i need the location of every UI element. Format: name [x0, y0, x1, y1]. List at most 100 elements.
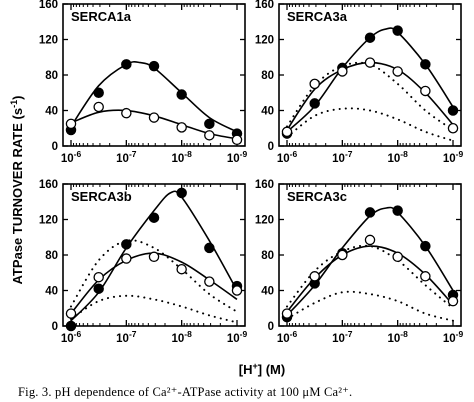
y-tick-label: 120: [39, 35, 58, 47]
data-point-open: [392, 66, 403, 77]
data-point-filled: [148, 212, 160, 223]
data-point-filled: [392, 25, 403, 36]
data-point-open: [148, 251, 160, 263]
data-point-filled: [148, 60, 160, 72]
data-point-open: [65, 118, 77, 130]
y-tick-label: 80: [45, 70, 58, 82]
data-point-filled: [176, 89, 187, 100]
data-point-open: [364, 234, 376, 246]
data-point-open: [281, 308, 293, 319]
x-tick-label: 10-8: [171, 329, 192, 345]
data-point-open: [65, 308, 77, 319]
y-tick-label: 0: [52, 141, 58, 153]
data-point-filled: [364, 32, 376, 43]
panel-serca3c: SERCA3c 0 40 80 120 160 10-6 10-7 10-8 10-9: [255, 179, 464, 345]
x-tick-label: 10-9: [227, 149, 248, 165]
data-point-open: [309, 271, 320, 282]
fit-curve: [286, 61, 454, 131]
y-tick-label: 120: [255, 35, 274, 47]
data-point-filled: [420, 59, 431, 70]
y-tick-label: 0: [268, 141, 274, 153]
panel-title: SERCA3c: [287, 189, 347, 204]
panel-title: SERCA1a: [71, 9, 132, 24]
dotted-curve: [286, 107, 454, 142]
data-point-open: [337, 249, 348, 261]
y-axis-title: ATPase TURNOVER RATE (s-1): [9, 96, 25, 285]
figure-caption: Fig. 3. pH dependence of Ca²⁺-ATPase act…: [18, 385, 353, 399]
data-point-filled: [364, 207, 376, 218]
y-tick-label: 80: [261, 250, 274, 262]
data-point-open: [93, 271, 104, 283]
data-point-filled: [204, 118, 215, 130]
data-point-open: [148, 112, 160, 123]
data-point-open: [447, 123, 459, 134]
data-point-filled: [204, 242, 215, 254]
y-tick-label: 40: [261, 286, 274, 298]
data-point-open: [204, 130, 215, 141]
y-tick-label: 40: [45, 286, 58, 298]
panel-title: SERCA3a: [287, 9, 348, 24]
y-tick-label: 0: [52, 321, 58, 333]
dotted-curve: [70, 294, 238, 324]
panel-frame: [278, 3, 462, 147]
data-point-filled: [420, 240, 431, 252]
x-tick-label: 10-7: [116, 329, 137, 345]
x-tick-label: 10-7: [332, 149, 353, 165]
fit-curve: [70, 61, 238, 133]
data-point-open: [93, 101, 104, 113]
panel-frame: [62, 3, 246, 147]
y-tick-label: 120: [39, 215, 58, 227]
data-point-open: [231, 285, 243, 296]
data-point-open: [121, 107, 132, 119]
panel-serca1a: SERCA1a 0 40 80 120 160 10-6 10-7 10-8 10-9: [39, 0, 248, 165]
data-point-filled: [121, 59, 132, 70]
data-point-open: [176, 122, 187, 133]
data-point-filled: [93, 87, 104, 99]
data-point-open: [204, 276, 215, 287]
x-tick-label: 10-9: [227, 329, 248, 345]
data-point-filled: [447, 105, 459, 116]
x-tick-label: 10-9: [443, 149, 464, 165]
dotted-curve: [286, 244, 454, 310]
fit-curve: [286, 206, 454, 316]
x-tick-label: 10-7: [116, 149, 137, 165]
x-tick-label: 10-8: [387, 149, 408, 165]
x-tick-label: 10-9: [443, 329, 464, 345]
data-point-open: [364, 57, 376, 68]
data-point-open: [337, 66, 348, 77]
y-tick-label: 0: [268, 321, 274, 333]
x-tick-label: 10-8: [387, 329, 408, 345]
y-tick-label: 40: [45, 106, 58, 118]
data-point-filled: [309, 98, 320, 109]
data-point-open: [176, 263, 187, 275]
y-tick-label: 80: [261, 70, 274, 82]
data-point-filled: [392, 205, 403, 216]
data-point-open: [447, 295, 459, 307]
panel-frame: [278, 183, 462, 327]
panel-title: SERCA3b: [71, 189, 132, 204]
y-tick-label: 160: [255, 179, 274, 191]
data-point-open: [420, 271, 431, 282]
x-tick-label: 10-6: [61, 149, 82, 165]
x-tick-label: 10-6: [61, 329, 82, 345]
panel-serca3b: SERCA3b 0 40 80 120 160 10-6 10-7 10-8 10-9: [39, 179, 248, 345]
data-point-open: [392, 251, 403, 263]
x-tick-label: 10-7: [332, 329, 353, 345]
data-point-open: [121, 253, 132, 264]
y-tick-label: 160: [39, 179, 58, 191]
data-point-filled: [176, 187, 187, 199]
y-tick-label: 40: [261, 106, 274, 118]
data-point-filled: [65, 320, 77, 332]
panel-serca3a: SERCA3a 0 40 80 120 160 10-6 10-7 10-8 10-9: [255, 0, 464, 165]
data-point-open: [420, 85, 431, 97]
y-tick-label: 160: [39, 0, 58, 11]
dotted-curve: [286, 290, 454, 322]
dotted-curve: [70, 239, 238, 313]
y-tick-label: 80: [45, 250, 58, 262]
data-point-filled: [93, 283, 104, 294]
x-tick-label: 10-6: [277, 149, 298, 165]
x-axis-title: [H+] (M): [239, 361, 285, 377]
data-point-open: [281, 126, 293, 138]
